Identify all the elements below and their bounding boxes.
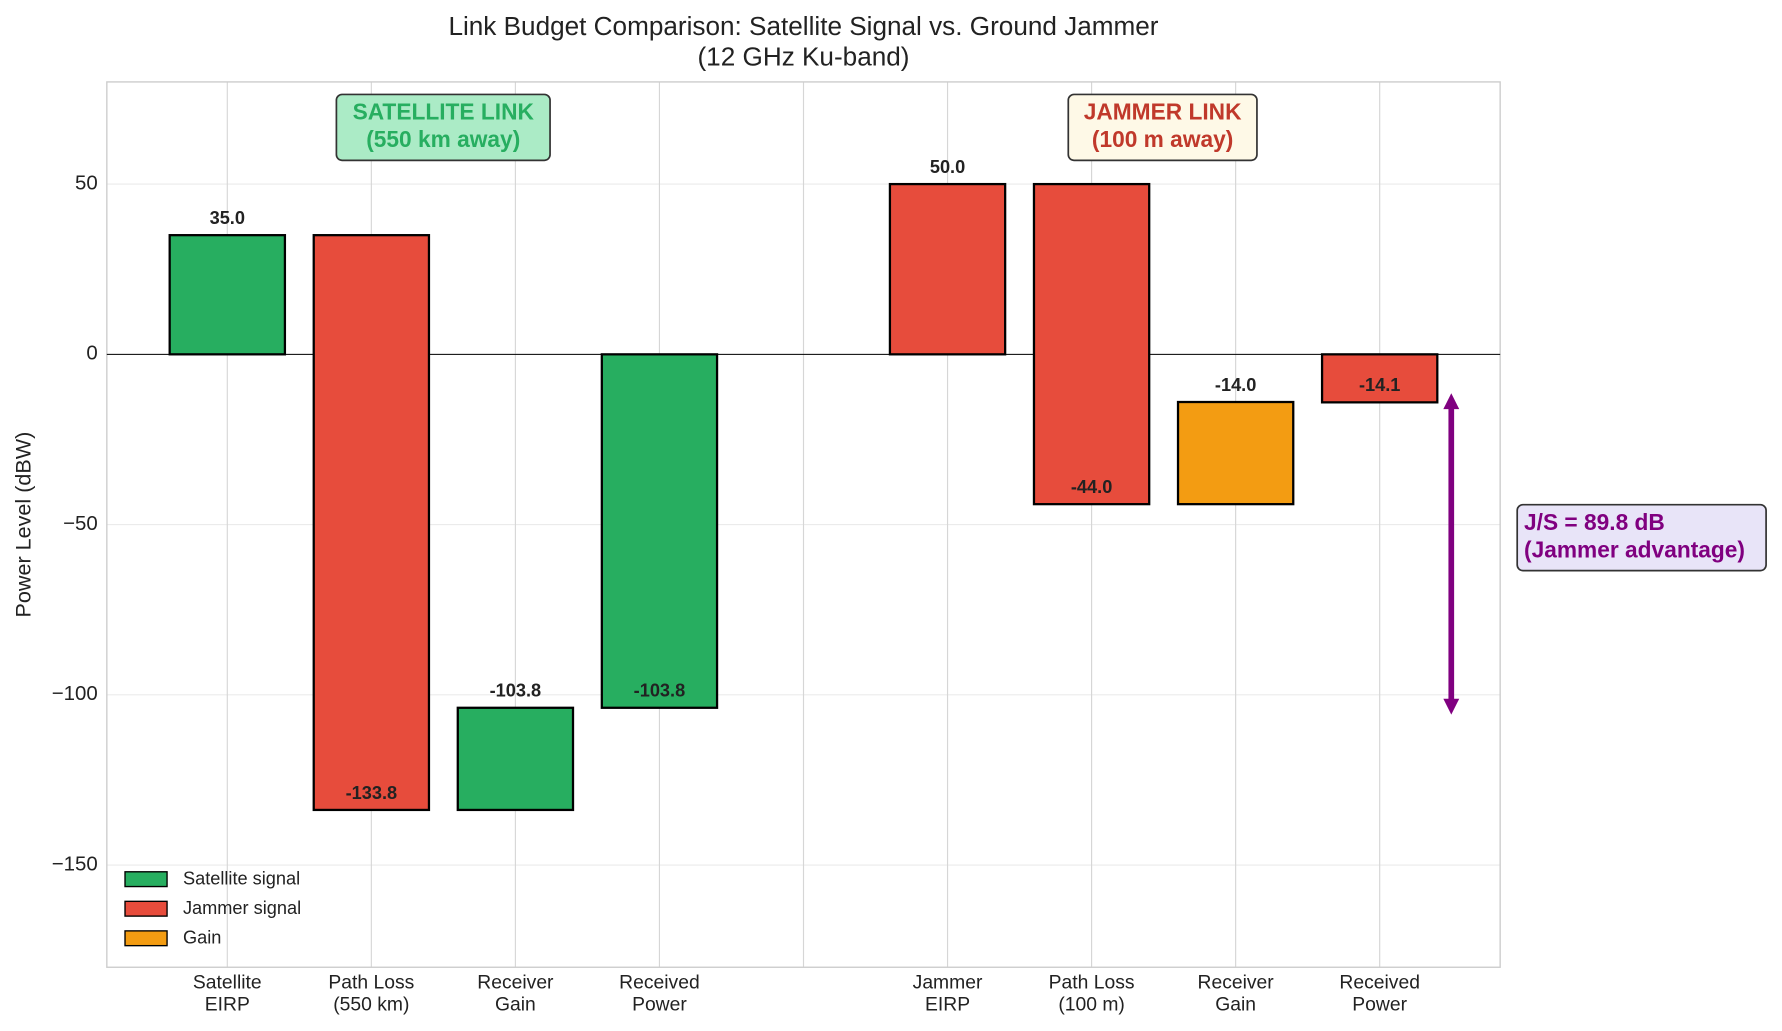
- bar: [888, 182, 1007, 356]
- y-tick-label: 50: [75, 171, 98, 194]
- bar: [600, 353, 719, 709]
- y-tick-label: 0: [86, 342, 97, 365]
- x-tick-label: Satellite EIRP: [193, 973, 262, 1016]
- annotation-box: [1067, 93, 1258, 162]
- arrow-head: [1443, 698, 1460, 715]
- value-label: -103.8: [490, 681, 542, 701]
- y-tick-label: −100: [52, 682, 98, 705]
- y-axis-label: Power Level (dBW): [11, 432, 36, 618]
- value-label: -103.8: [634, 681, 686, 701]
- x-tick-label: Received Power: [1339, 973, 1420, 1016]
- legend-label: Satellite signal: [183, 869, 300, 889]
- legend-label: Gain: [183, 928, 221, 948]
- x-tick-label: Path Loss (100 m): [1049, 973, 1135, 1016]
- annotation-box: [1516, 503, 1767, 572]
- legend-label: Jammer signal: [183, 898, 301, 918]
- bar: [1320, 353, 1439, 404]
- arrow-head: [1443, 393, 1460, 410]
- value-label: -44.0: [1071, 477, 1112, 497]
- bar: [312, 234, 431, 812]
- annotation-text: JAMMER LINK (100 m away): [1084, 99, 1242, 152]
- annotation-text: SATELLITE LINK (550 km away): [353, 99, 535, 152]
- value-label: -14.1: [1359, 375, 1400, 395]
- annotation-box: [335, 93, 551, 162]
- legend-swatch: [124, 900, 168, 917]
- annotation-text: J/S = 89.8 dB (Jammer advantage): [1524, 509, 1745, 562]
- x-tick-label: Receiver Gain: [1198, 973, 1275, 1016]
- value-label: -133.8: [346, 783, 398, 803]
- x-tick-label: Path Loss (550 km): [328, 973, 414, 1016]
- bar: [456, 706, 575, 812]
- chart-title: Link Budget Comparison: Satellite Signal…: [448, 11, 1158, 72]
- legend-swatch: [124, 930, 168, 947]
- bar: [1176, 400, 1295, 506]
- plot-frame: [106, 81, 1501, 968]
- value-label: 35.0: [210, 208, 245, 228]
- x-tick-label: Received Power: [619, 973, 700, 1016]
- value-label: 50.0: [930, 157, 965, 177]
- value-label: -14.0: [1215, 375, 1256, 395]
- x-tick-label: Receiver Gain: [477, 973, 554, 1016]
- bar: [1032, 182, 1151, 506]
- y-tick-label: −150: [52, 853, 98, 876]
- y-tick-label: −50: [63, 512, 98, 535]
- bar: [168, 234, 287, 356]
- x-tick-label: Jammer EIRP: [913, 973, 983, 1016]
- legend-swatch: [124, 871, 168, 888]
